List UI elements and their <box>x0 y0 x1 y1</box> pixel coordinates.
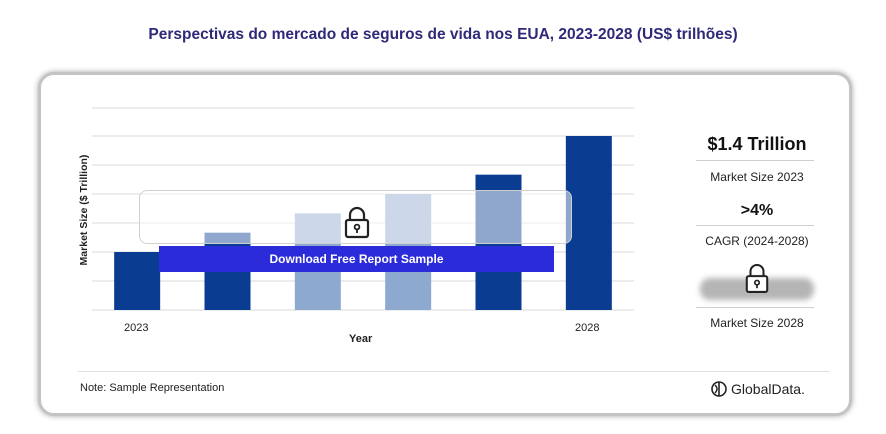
chart-card <box>38 72 852 416</box>
cagr-value: >4% <box>740 202 774 219</box>
x-axis-label: Year <box>349 333 373 345</box>
market-size-2028-label: Market Size 2028 <box>710 316 804 330</box>
download-sample-button[interactable]: Download Free Report Sample <box>159 246 554 272</box>
globaldata-logo: GlobalData. <box>710 380 805 398</box>
divider <box>696 307 814 308</box>
y-axis-label: Market Size ($ Trillion) <box>78 154 90 266</box>
lock-icon <box>744 262 770 299</box>
chart-title: Perspectivas do mercado de seguros de vi… <box>148 26 738 43</box>
x-tick-2028: 2028 <box>575 322 600 334</box>
bar-2023 <box>114 252 161 310</box>
x-tick-2023: 2023 <box>124 322 149 334</box>
market-size-label: Market Size 2023 <box>710 170 804 184</box>
sample-note: Note: Sample Representation <box>80 382 225 394</box>
lock-icon <box>343 205 371 244</box>
footer-divider <box>78 371 830 372</box>
globaldata-icon <box>711 381 727 397</box>
cagr-label: CAGR (2024-2028) <box>705 234 809 248</box>
market-size-value: $1.4 Trillion <box>707 134 807 154</box>
divider <box>696 160 814 161</box>
bar-2028 <box>565 136 612 310</box>
divider <box>696 225 814 226</box>
brand-name: GlobalData. <box>731 381 805 397</box>
